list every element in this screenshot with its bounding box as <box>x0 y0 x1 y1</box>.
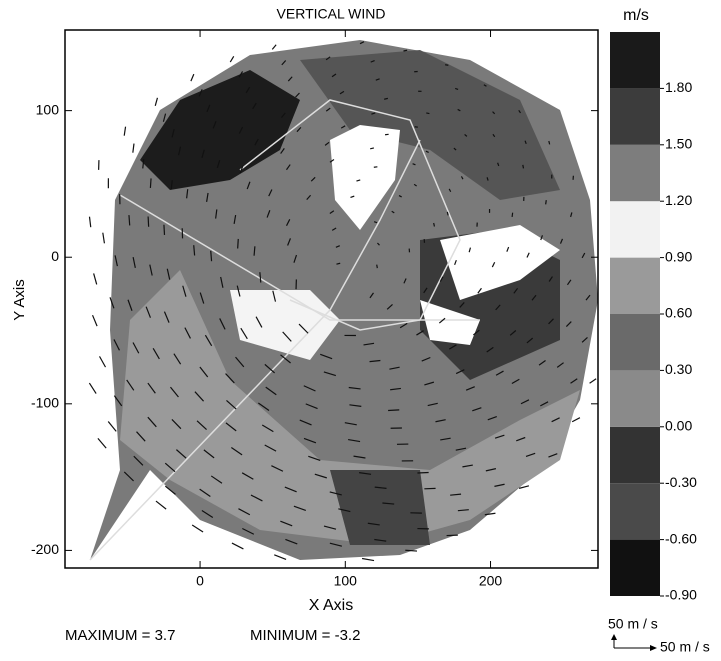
vector <box>89 217 90 228</box>
colorbar-bin <box>610 540 660 596</box>
colorbar-tick-label: 1.80 <box>665 79 692 95</box>
colorbar-tick-label: 0.90 <box>665 248 692 264</box>
vector <box>403 50 407 51</box>
y-tick-label: 100 <box>36 101 60 117</box>
vector <box>546 200 547 204</box>
vector <box>434 223 435 226</box>
reference-label: 50 m / s <box>608 616 658 632</box>
colorbar-bin <box>610 88 660 144</box>
colorbar-tick-label: 0.00 <box>665 418 692 434</box>
colorbar-tick-label: -0.90 <box>665 587 697 603</box>
colorbar-bin <box>610 145 660 201</box>
reference-arrow <box>650 645 657 651</box>
y-tick-label: -100 <box>31 395 59 411</box>
vector <box>447 212 448 215</box>
vector <box>150 178 151 188</box>
vector <box>98 438 106 448</box>
vector <box>549 141 550 144</box>
x-tick-label: 100 <box>334 573 358 589</box>
vector <box>211 251 212 261</box>
colorbar-bin <box>610 258 660 314</box>
y-tick-label: 0 <box>51 248 59 264</box>
vector <box>238 239 239 249</box>
vector <box>274 555 286 560</box>
vector <box>164 225 165 235</box>
colorbar-tick-label: -0.30 <box>665 474 697 490</box>
colorbar-bin <box>610 483 660 539</box>
vector <box>405 550 417 551</box>
vector <box>156 501 166 509</box>
x-axis-label: X Axis <box>309 597 353 614</box>
vector <box>523 165 524 169</box>
vector <box>572 418 580 422</box>
colorbar-tick-label: -0.60 <box>665 530 697 546</box>
vector <box>362 559 374 561</box>
reference-label: 50 m / s <box>660 639 710 655</box>
wind-field <box>90 40 598 560</box>
y-axis-label: Y Axis <box>11 279 28 320</box>
vector <box>232 543 243 549</box>
vector <box>272 45 276 50</box>
vector <box>254 246 255 255</box>
vector <box>426 113 429 114</box>
vector <box>100 356 106 367</box>
colorbar-tick-label: 0.30 <box>665 361 692 377</box>
vector <box>191 74 194 81</box>
y-tick-label: -200 <box>31 541 59 557</box>
x-tick-label: 0 <box>196 573 204 589</box>
vector <box>108 421 116 431</box>
vector <box>89 383 96 394</box>
colorbar-tick-label: 0.60 <box>665 305 692 321</box>
vector <box>103 233 105 244</box>
vector <box>129 215 130 225</box>
colorbar-tick-label: 1.20 <box>665 192 692 208</box>
annotation: MINIMUM = -3.2 <box>250 627 360 644</box>
reference-arrow <box>611 634 617 640</box>
colorbar-bin <box>610 201 660 257</box>
colorbar-bin <box>610 32 660 88</box>
colorbar-title: m/s <box>623 7 649 24</box>
vector <box>124 127 125 136</box>
vector <box>377 265 378 269</box>
vector <box>230 56 233 62</box>
vector <box>93 315 98 326</box>
colorbar-bin <box>610 314 660 370</box>
vector <box>512 213 513 217</box>
vector <box>94 273 97 284</box>
vector <box>155 98 157 106</box>
colorbar-bin <box>610 370 660 426</box>
annotation: MAXIMUM = 3.7 <box>65 627 175 644</box>
x-tick-label: 200 <box>479 573 503 589</box>
vector <box>192 525 203 532</box>
vector <box>388 410 399 411</box>
colorbar-bin <box>610 427 660 483</box>
chart-title: VERTICAL WIND <box>277 6 386 22</box>
vector <box>133 144 134 153</box>
vector <box>590 379 597 384</box>
colorbar-tick-label: 1.50 <box>665 136 692 152</box>
vector <box>148 217 149 227</box>
